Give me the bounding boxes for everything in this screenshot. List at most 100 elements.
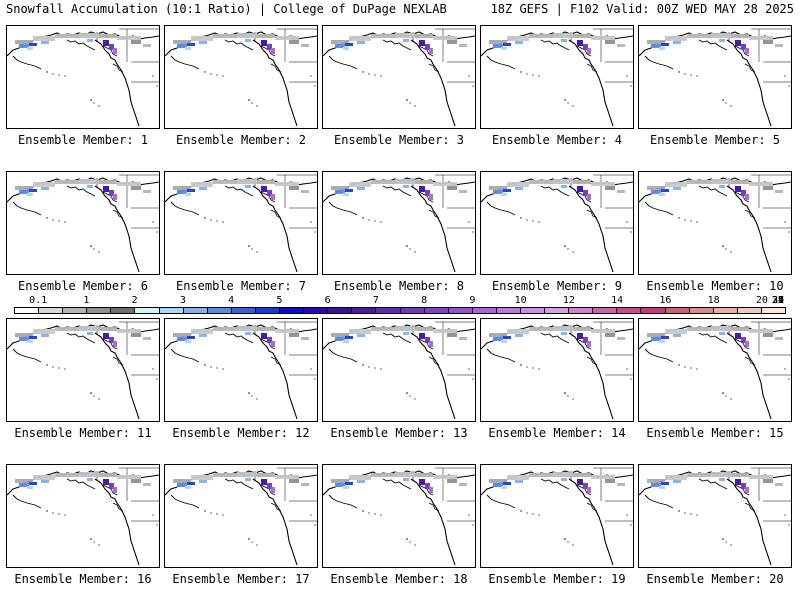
colorbar-tick-label: 1 <box>83 295 90 306</box>
ensemble-panel: Ensemble Member: 14 <box>480 318 634 464</box>
snowfall-map <box>322 171 476 275</box>
ensemble-panel: Ensemble Member: 18 <box>322 464 476 610</box>
ensemble-member-label: Ensemble Member: 2 <box>175 133 307 147</box>
ensemble-member-label: Ensemble Member: 15 <box>646 426 784 440</box>
snowfall-map <box>322 25 476 129</box>
page-title: Snowfall Accumulation (10:1 Ratio) | Col… <box>6 2 447 16</box>
ensemble-member-label: Ensemble Member: 10 <box>646 279 784 293</box>
ensemble-member-label: Ensemble Member: 20 <box>646 572 784 586</box>
ensemble-member-label: Ensemble Member: 5 <box>649 133 781 147</box>
ensemble-member-label: Ensemble Member: 13 <box>330 426 468 440</box>
ensemble-panel: Ensemble Member: 4 <box>480 25 634 171</box>
colorbar-labels: 0.1 1 2 3 4 5 6 7 8 9 10 12 14 16 18 20 22 24 27 31 35 39 <box>14 296 786 307</box>
snowfall-map <box>480 318 634 422</box>
snowfall-map <box>322 318 476 422</box>
ensemble-panel: Ensemble Member: 15 <box>638 318 792 464</box>
colorbar-swatch <box>737 308 762 313</box>
colorbar-swatch <box>665 308 690 313</box>
colorbar-tick-label: 39 <box>771 295 785 306</box>
ensemble-member-label: Ensemble Member: 12 <box>172 426 310 440</box>
colorbar-swatch <box>207 308 232 313</box>
snowfall-map <box>164 25 318 129</box>
ensemble-panel: Ensemble Member: 19 <box>480 464 634 610</box>
snowfall-map <box>164 171 318 275</box>
colorbar-tick-label: 18 <box>707 295 720 306</box>
ensemble-panel: Ensemble Member: 6 <box>6 171 160 317</box>
colorbar-swatch <box>593 308 618 313</box>
ensemble-panel: Ensemble Member: 3 <box>322 25 476 171</box>
colorbar-swatch <box>520 308 546 313</box>
colorbar-swatch <box>280 308 305 313</box>
colorbar-swatch <box>231 308 256 313</box>
snowfall-map <box>480 464 634 568</box>
colorbar-swatches <box>14 307 786 314</box>
ensemble-member-label: Ensemble Member: 8 <box>333 279 465 293</box>
colorbar-tick-label: 3 <box>179 295 186 306</box>
colorbar-tick-label: 8 <box>421 295 428 306</box>
snowfall-map <box>638 171 792 275</box>
colorbar-swatch <box>15 308 40 313</box>
colorbar-tick-label: 24 <box>771 295 785 306</box>
colorbar-tick-label: 22 <box>771 295 785 306</box>
colorbar-swatch <box>569 308 594 313</box>
ensemble-panel: Ensemble Member: 1 <box>6 25 160 171</box>
snowfall-map <box>6 25 160 129</box>
colorbar-tick-label: 0.1 <box>29 295 48 306</box>
ensemble-panel: Ensemble Member: 20 <box>638 464 792 610</box>
snowfall-map <box>638 25 792 129</box>
colorbar-swatch <box>448 308 473 313</box>
colorbar-swatch <box>424 308 449 313</box>
ensemble-member-label: Ensemble Member: 7 <box>175 279 307 293</box>
colorbar-swatch <box>328 308 353 313</box>
colorbar-swatch <box>183 308 208 313</box>
colorbar-tick-label: 14 <box>611 295 624 306</box>
colorbar-swatch <box>400 308 425 313</box>
ensemble-panel: Ensemble Member: 17 <box>164 464 318 610</box>
model-run-info: 18Z GEFS | F102 Valid: 00Z WED MAY 28 20… <box>490 2 794 16</box>
snowfall-map <box>164 318 318 422</box>
snowfall-map <box>638 464 792 568</box>
colorbar-swatch <box>472 308 497 313</box>
ensemble-member-label: Ensemble Member: 4 <box>491 133 623 147</box>
snowfall-map <box>480 25 634 129</box>
snowfall-map <box>6 318 160 422</box>
colorbar-swatch <box>135 308 160 313</box>
colorbar-swatch <box>761 308 785 313</box>
colorbar-tick-label: 7 <box>372 295 379 306</box>
snowfall-colorbar: 0.1 1 2 3 4 5 6 7 8 9 10 12 14 16 18 20 22 24 27 31 35 39 <box>14 296 786 316</box>
colorbar-tick-label: 31 <box>771 295 785 306</box>
ensemble-member-label: Ensemble Member: 11 <box>14 426 152 440</box>
ensemble-panel: Ensemble Member: 7 <box>164 171 318 317</box>
snowfall-map <box>164 464 318 568</box>
colorbar-tick-label: 2 <box>131 295 138 306</box>
colorbar-swatch <box>376 308 401 313</box>
colorbar-swatch <box>255 308 281 313</box>
colorbar-tick-label: 27 <box>771 295 785 306</box>
snowfall-map <box>6 171 160 275</box>
colorbar-tick-label: 4 <box>228 295 235 306</box>
ensemble-panel: Ensemble Member: 9 <box>480 171 634 317</box>
colorbar-swatch <box>159 308 184 313</box>
ensemble-member-label: Ensemble Member: 9 <box>491 279 623 293</box>
ensemble-panel: Ensemble Member: 5 <box>638 25 792 171</box>
ensemble-member-label: Ensemble Member: 3 <box>333 133 465 147</box>
ensemble-panel: Ensemble Member: 13 <box>322 318 476 464</box>
ensemble-panel: Ensemble Member: 8 <box>322 171 476 317</box>
ensemble-member-label: Ensemble Member: 1 <box>17 133 149 147</box>
colorbar-tick-label: 35 <box>771 295 785 306</box>
colorbar-swatch <box>496 308 521 313</box>
snowfall-map <box>638 318 792 422</box>
ensemble-member-label: Ensemble Member: 17 <box>172 572 310 586</box>
colorbar-tick-label: 12 <box>562 295 575 306</box>
colorbar-swatch <box>87 308 112 313</box>
ensemble-panel: Ensemble Member: 10 <box>638 171 792 317</box>
colorbar-tick-label: 9 <box>469 295 476 306</box>
ensemble-panel: Ensemble Member: 2 <box>164 25 318 171</box>
colorbar-swatch <box>641 308 666 313</box>
snowfall-map <box>480 171 634 275</box>
ensemble-panel: Ensemble Member: 11 <box>6 318 160 464</box>
ensemble-panel: Ensemble Member: 16 <box>6 464 160 610</box>
ensemble-member-label: Ensemble Member: 6 <box>17 279 149 293</box>
ensemble-member-label: Ensemble Member: 16 <box>14 572 152 586</box>
colorbar-swatch <box>689 308 714 313</box>
